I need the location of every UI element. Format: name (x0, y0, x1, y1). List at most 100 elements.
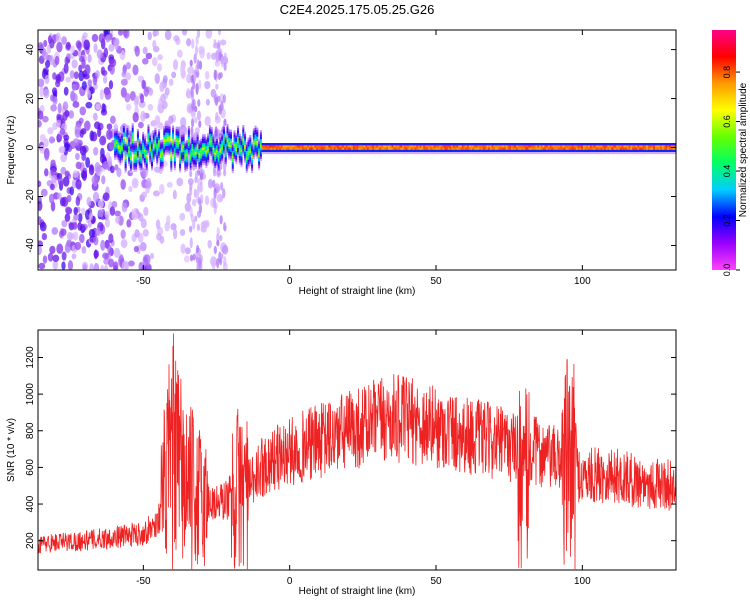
spectrogram-cell (549, 145, 552, 148)
spectrogram-cell (491, 143, 494, 146)
spectrogram-cell (149, 153, 152, 156)
spectrogram-cell (184, 202, 192, 212)
spectrogram-cell (556, 145, 559, 148)
spectrogram-cell (122, 149, 125, 153)
spectrogram-cell (85, 101, 93, 109)
spectrogram-cell (451, 149, 454, 152)
spectrogram-cell (321, 147, 324, 150)
spectrogram-cell (649, 147, 652, 150)
spectrogram-cell (157, 144, 161, 147)
spectrogram-cell (114, 153, 117, 156)
spectrogram-cell (180, 152, 183, 155)
spectrogram-x-label: Height of straight line (km) (299, 286, 416, 297)
spectrogram-cell (244, 156, 247, 159)
spectrogram-cell (226, 128, 229, 131)
spectrogram-cell (554, 147, 557, 150)
spectrogram-cell (62, 111, 68, 121)
spectrogram-cell (79, 145, 87, 156)
spectrogram-cell (247, 139, 250, 143)
spectrogram-cell (323, 145, 326, 148)
spectrogram-cell (133, 245, 139, 253)
spectrogram-cell (663, 151, 666, 155)
spectrogram-cell (136, 144, 139, 147)
spectrogram-cell (475, 145, 478, 148)
spectrogram-cell (170, 223, 177, 231)
spectrogram-cell (142, 136, 145, 139)
spectrogram-cell (200, 154, 203, 157)
spectrogram-cell (112, 261, 119, 270)
spectrogram-cell (124, 165, 127, 169)
spectrogram-cell (486, 151, 489, 155)
spectrogram-cell (403, 143, 406, 146)
spectrogram-cell (228, 135, 231, 138)
spectrogram-cell (567, 147, 570, 150)
spectrogram-cell (154, 153, 157, 157)
spectrogram-cell (38, 41, 44, 49)
spectrogram-cell (656, 143, 659, 146)
spectrogram-cell (189, 154, 192, 157)
spectrogram-cell (468, 145, 471, 148)
spectrogram-cell (270, 143, 273, 146)
spectrogram-cell (611, 151, 614, 155)
spectrogram-cell (458, 147, 461, 150)
spectrogram-cell (410, 149, 413, 152)
spectrogram-cell (147, 137, 150, 140)
spectrogram-cell (133, 143, 136, 146)
spectrogram-cell (184, 167, 187, 171)
spectrogram-cell (164, 221, 170, 232)
spectrogram-cell (252, 154, 255, 158)
spectrogram-cell (463, 145, 466, 148)
spectrogram-cell (114, 210, 121, 217)
spectrogram-cell (129, 150, 132, 154)
spectrogram-cell (407, 149, 410, 152)
spectrogram-cell (207, 144, 210, 147)
spectrogram-cell (588, 145, 591, 148)
spectrogram-cell (238, 149, 241, 152)
spectrogram-cell (319, 151, 322, 155)
spectrogram-cell (143, 142, 146, 145)
spectrogram-cell (166, 123, 169, 126)
spectrogram-cell (445, 147, 449, 150)
spectrogram-cell (173, 152, 176, 155)
spectrogram-cell (400, 149, 403, 152)
spectrogram-cell (291, 145, 294, 148)
spectrogram-cell (128, 150, 131, 153)
spectrogram-cell (172, 59, 179, 71)
spectrogram-cell (389, 143, 392, 146)
spectrogram-cell (524, 149, 528, 152)
spectrogram-cell (175, 146, 178, 149)
spectrogram-cell (328, 151, 331, 155)
spectrogram-cell (165, 130, 168, 133)
spectrogram-cell (565, 143, 568, 146)
spectrogram-cell (242, 124, 245, 128)
spectrogram-cell (222, 188, 226, 199)
spectrogram-cell (136, 146, 139, 149)
spectrogram-cell (619, 145, 622, 148)
spectrogram-cell (121, 135, 124, 139)
spectrogram-cell (277, 147, 280, 150)
spectrogram-cell (672, 147, 675, 150)
spectrogram-cell (222, 133, 226, 136)
spectrogram-cell (212, 160, 215, 164)
spectrogram-cell (338, 143, 341, 146)
spectrogram-cell (163, 154, 166, 158)
spectrogram-cell (235, 144, 238, 147)
spectrogram-cell (523, 143, 526, 146)
spectrogram-cell (217, 155, 220, 158)
spectrogram-cell (238, 146, 241, 150)
spectrogram-cell (333, 143, 336, 146)
spectrogram-cell (44, 74, 50, 85)
spectrogram-cell (242, 131, 245, 134)
spectrogram-cell (393, 147, 396, 150)
spectrogram-cell (330, 151, 333, 155)
spectrogram-cell (293, 147, 296, 150)
spectrogram-cell (647, 149, 650, 152)
spectrogram-cell (122, 145, 125, 148)
spectrogram-cell (256, 127, 259, 130)
spectrogram-cell (140, 141, 143, 144)
spectrogram-cell (201, 143, 204, 146)
spectrogram-cell (245, 153, 248, 156)
spectrogram-x-tick-label: 50 (430, 276, 442, 287)
spectrogram-cell (489, 149, 492, 152)
spectrogram-cell (365, 147, 368, 150)
